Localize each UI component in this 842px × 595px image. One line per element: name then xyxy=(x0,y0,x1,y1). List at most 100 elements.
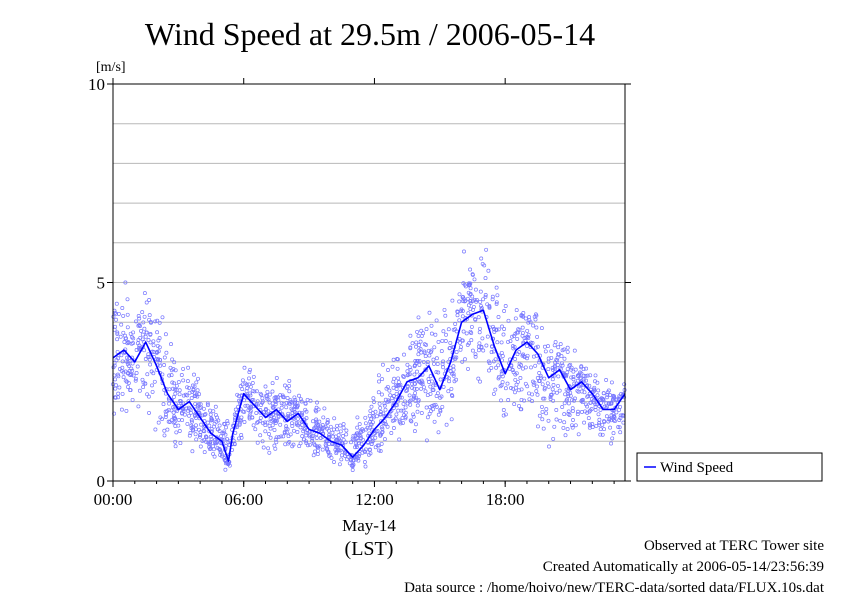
sample-point xyxy=(288,432,293,437)
sample-point xyxy=(573,396,577,401)
sample-point xyxy=(335,445,340,450)
sample-point xyxy=(181,366,186,371)
sample-point xyxy=(609,441,614,446)
sample-point xyxy=(295,401,300,405)
sample-point xyxy=(156,420,161,425)
sample-point xyxy=(243,403,248,408)
sample-point xyxy=(579,410,584,414)
sample-point xyxy=(313,449,317,454)
sample-point xyxy=(293,397,298,402)
sample-point xyxy=(170,357,175,362)
sample-point xyxy=(218,448,223,452)
sample-point xyxy=(219,452,224,457)
sample-point xyxy=(248,391,253,396)
sample-point xyxy=(442,307,447,312)
sample-point xyxy=(178,441,183,446)
sample-point xyxy=(329,455,334,460)
sample-point xyxy=(173,391,178,396)
sample-point xyxy=(136,314,141,318)
sample-point xyxy=(219,434,223,439)
sample-point xyxy=(248,410,253,415)
series-line-wind-speed xyxy=(112,309,626,462)
sample-point xyxy=(274,440,279,445)
sample-point xyxy=(602,427,607,432)
sample-point xyxy=(173,439,178,444)
sample-point xyxy=(151,371,156,376)
sample-point xyxy=(461,296,466,301)
sample-point xyxy=(432,419,437,424)
sample-point xyxy=(378,410,383,414)
sample-point xyxy=(380,430,384,435)
sample-point xyxy=(178,399,183,404)
sample-point xyxy=(562,420,567,425)
sample-point xyxy=(382,401,387,406)
sample-point xyxy=(537,379,542,383)
sample-point xyxy=(165,427,170,432)
sample-point xyxy=(606,401,611,406)
sample-point xyxy=(242,365,247,370)
sample-point xyxy=(114,311,119,316)
sample-point xyxy=(494,301,499,306)
sample-point xyxy=(177,392,182,397)
y-tick-label: 0 xyxy=(97,472,106,491)
sample-point xyxy=(333,438,338,443)
sample-point xyxy=(273,437,278,442)
sample-point xyxy=(152,379,157,384)
sample-point xyxy=(367,448,372,452)
sample-point xyxy=(123,378,128,383)
sample-point xyxy=(272,428,277,432)
sample-point xyxy=(396,376,401,381)
sample-point xyxy=(476,344,481,349)
sample-point xyxy=(302,427,307,432)
sample-point xyxy=(190,419,194,424)
sample-point xyxy=(315,400,319,405)
sample-point xyxy=(434,370,439,375)
sample-point xyxy=(449,417,454,422)
sample-point xyxy=(436,370,441,375)
sample-point xyxy=(139,328,143,333)
sample-point xyxy=(594,423,599,428)
sample-point xyxy=(476,376,481,381)
sample-point xyxy=(123,333,128,338)
sample-point xyxy=(164,412,168,417)
sample-point xyxy=(533,317,538,322)
sample-point xyxy=(565,349,570,354)
sample-point xyxy=(373,435,378,440)
sample-point xyxy=(520,353,525,358)
sample-point xyxy=(548,397,553,401)
sample-point xyxy=(584,378,588,383)
sample-point xyxy=(418,339,423,344)
sample-point xyxy=(127,364,131,368)
sample-point xyxy=(167,387,172,392)
sample-point xyxy=(375,443,380,448)
sample-point xyxy=(427,380,431,384)
y-tick-label: 10 xyxy=(88,75,105,94)
sample-point xyxy=(239,415,244,420)
sample-point xyxy=(136,337,141,342)
sample-point xyxy=(252,389,257,394)
sample-point xyxy=(438,395,443,400)
sample-point xyxy=(529,365,533,370)
sample-point xyxy=(557,388,562,393)
footer-created-time: Created Automatically at 2006-05-14/23:5… xyxy=(543,559,824,575)
sample-point xyxy=(247,415,252,420)
sample-point xyxy=(569,365,574,370)
sample-point xyxy=(131,373,136,378)
sample-point xyxy=(341,437,346,442)
sample-point xyxy=(197,427,201,432)
sample-point xyxy=(571,418,575,422)
sample-point xyxy=(449,386,454,391)
sample-point xyxy=(340,434,345,438)
sample-point xyxy=(554,417,559,422)
sample-point xyxy=(494,285,499,290)
sample-point xyxy=(200,413,205,418)
sample-point xyxy=(525,384,530,389)
sample-point xyxy=(516,327,521,332)
sample-point xyxy=(448,345,452,350)
sample-point xyxy=(573,367,578,372)
sample-point xyxy=(566,401,571,406)
sample-point xyxy=(591,398,596,403)
sample-point xyxy=(470,348,475,353)
sample-point xyxy=(287,383,292,388)
sample-point xyxy=(436,339,441,344)
